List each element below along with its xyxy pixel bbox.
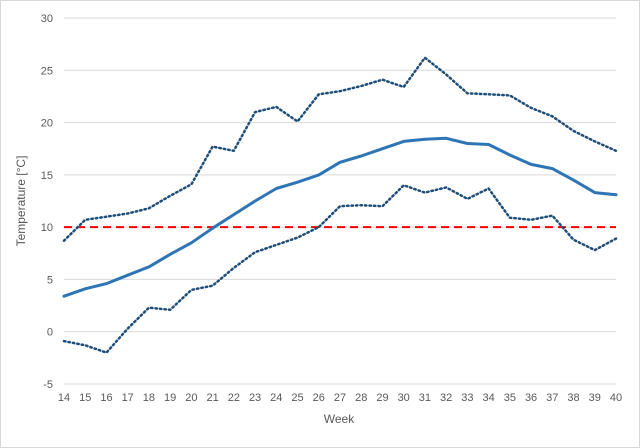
y-tick-label: 15	[41, 170, 53, 182]
x-tick-label: 38	[567, 392, 579, 404]
y-tick-label: 20	[41, 118, 53, 130]
x-tick-label: 40	[610, 392, 622, 404]
y-tick-label: 10	[41, 222, 53, 234]
x-tick-label: 29	[376, 392, 388, 404]
series-lines	[62, 56, 618, 354]
x-tick-label: 20	[185, 392, 197, 404]
y-tick-label: 25	[41, 65, 53, 77]
x-tick-label: 27	[334, 392, 346, 404]
y-tick-labels: -5 0 5 10 15 20 25 30	[41, 13, 53, 391]
y-axis-title: Temperature [°C]	[14, 156, 28, 247]
x-tick-label: 17	[122, 392, 134, 404]
solid-series-line	[62, 136, 618, 298]
y-tick-label: 0	[47, 327, 53, 339]
y-tick-label: -5	[43, 379, 53, 391]
x-tick-label: 30	[398, 392, 410, 404]
x-tick-label: 25	[291, 392, 303, 404]
x-tick-label: 31	[419, 392, 431, 404]
x-tick-label: 18	[143, 392, 155, 404]
x-tick-label: 15	[79, 392, 91, 404]
x-tick-label: 37	[546, 392, 558, 404]
x-tick-label: 16	[100, 392, 112, 404]
x-tick-label: 19	[164, 392, 176, 404]
x-tick-label: 33	[461, 392, 473, 404]
x-tick-label: 24	[270, 392, 282, 404]
x-tick-label: 34	[482, 392, 494, 404]
x-tick-label: 26	[313, 392, 325, 404]
y-tick-label: 30	[41, 13, 53, 25]
x-axis-title: Week	[324, 412, 355, 426]
x-tick-label: 32	[440, 392, 452, 404]
x-tick-label: 28	[355, 392, 367, 404]
x-tick-label: 21	[206, 392, 218, 404]
dotted-series-line	[62, 56, 618, 242]
dotted-series-line	[62, 184, 618, 354]
gridlines	[64, 17, 616, 385]
x-tick-label: 23	[249, 392, 261, 404]
x-tick-label: 36	[525, 392, 537, 404]
x-tick-label: 39	[589, 392, 601, 404]
y-tick-label: 5	[47, 274, 53, 286]
x-tick-labels: 14 15 16 17 18 19 20 21 22 23 24 25 26 27 28 29 30 31 32 33…	[58, 392, 622, 404]
x-tick-label: 14	[58, 392, 70, 404]
x-tick-label: 22	[228, 392, 240, 404]
x-tick-label: 35	[504, 392, 516, 404]
